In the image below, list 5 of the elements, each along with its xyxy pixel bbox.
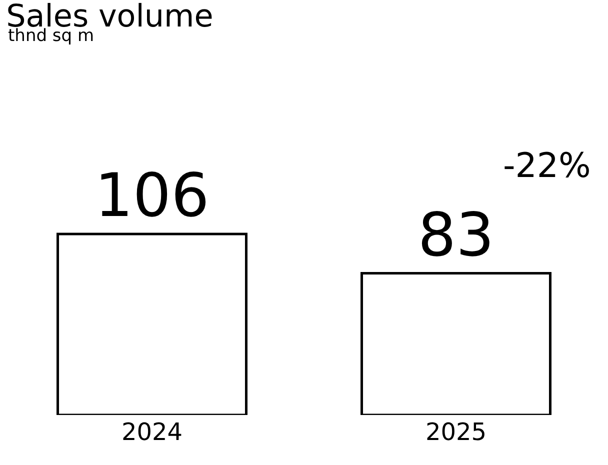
- x-tick-label: 2025: [425, 418, 487, 446]
- data-label: 83: [418, 200, 494, 270]
- annotation: -22%: [503, 146, 591, 186]
- data-label: 106: [94, 160, 210, 231]
- x-tick-label: 2024: [121, 418, 183, 446]
